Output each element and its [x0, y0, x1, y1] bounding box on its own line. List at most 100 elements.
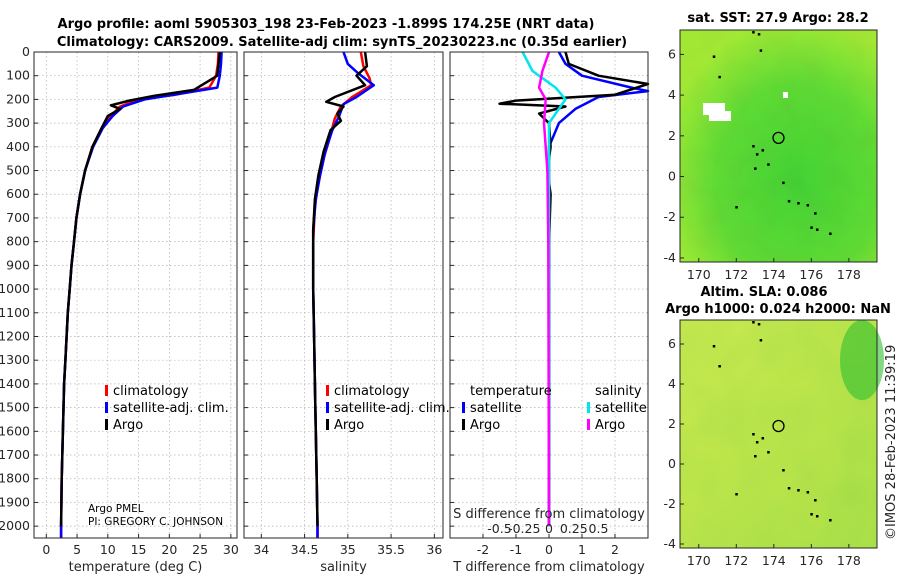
- coastline-dot: [787, 199, 791, 203]
- y-tick-label: 1800: [0, 471, 30, 486]
- header-line1: Argo profile: aoml 5905303_198 23-Feb-20…: [58, 17, 595, 32]
- coastline-dot: [752, 145, 755, 148]
- coastline-dot: [752, 321, 755, 324]
- coastline-dot: [755, 153, 759, 156]
- legend-swatch: [326, 419, 329, 430]
- x-tick-label: 20: [161, 542, 177, 557]
- coastline-dot: [761, 437, 765, 440]
- coastline-dot: [806, 204, 810, 207]
- legend-label: Argo: [470, 418, 500, 433]
- y-tick-label: 600: [6, 186, 30, 201]
- x-tick-label: 174: [762, 267, 786, 282]
- x-tick-label: 174: [762, 553, 786, 568]
- y-tick-label: 800: [6, 234, 30, 249]
- sst-map-title: sat. SST: 27.9 Argo: 28.2: [687, 11, 868, 26]
- y-tick-label: 2: [668, 416, 676, 431]
- x-tick-label: 172: [724, 553, 748, 568]
- y-tick-label: 700: [6, 210, 30, 225]
- x-tick-label-top: 0.25: [560, 521, 588, 536]
- legend-swatch: [105, 402, 108, 413]
- x-axis-label-top: S difference from climatology: [453, 507, 645, 522]
- coastline-dot: [829, 232, 832, 236]
- legend-swatch: [587, 419, 590, 430]
- y-tick-label: 1600: [0, 423, 30, 438]
- series-line: [59, 51, 222, 527]
- temperature-panel: 0 5 10 15 20 25 300100200300400500600700800900…: [0, 44, 239, 575]
- x-tick-label: 172: [724, 267, 748, 282]
- axes-box: [33, 51, 238, 539]
- y-tick-label: 900: [6, 257, 30, 272]
- coastline-dot: [814, 499, 817, 502]
- coastline-dot: [797, 201, 800, 205]
- x-tick-label: -2: [477, 542, 489, 557]
- coastline-dot: [815, 515, 819, 518]
- y-tick-label: 1000: [0, 281, 30, 296]
- legend-label: satellite: [595, 401, 647, 416]
- x-tick-label: 178: [837, 267, 861, 282]
- difference-panel: -2 -1 0 1 2 T difference from climatology temp…: [449, 51, 650, 575]
- x-tick-label-top: 0: [545, 521, 553, 536]
- x-tick-label: 34.5: [291, 542, 319, 557]
- coastline-dot: [759, 339, 763, 342]
- y-tick-label: 100: [6, 68, 30, 83]
- x-tick-label: 0: [42, 542, 50, 557]
- y-tick-label: 1500: [0, 400, 30, 415]
- coastline-dot: [712, 55, 716, 58]
- x-tick-label: 170: [687, 267, 711, 282]
- y-tick-label: 1100: [0, 305, 30, 320]
- argo-location-marker: [772, 131, 785, 145]
- coastline-dot: [718, 365, 721, 368]
- legend-swatch: [105, 419, 108, 430]
- y-tick-label: 6: [668, 336, 676, 351]
- coastline-dot: [767, 451, 770, 454]
- y-tick-label: 6: [668, 46, 676, 61]
- x-tick-label: 176: [799, 267, 823, 282]
- legend-label: Argo: [113, 418, 143, 433]
- legend-label: Argo: [334, 418, 364, 433]
- credit-org: Argo PMEL: [88, 503, 144, 515]
- x-axis-label: temperature (deg C): [69, 560, 203, 575]
- x-tick-label: 35.5: [377, 542, 405, 557]
- legend-swatch: [462, 402, 465, 413]
- x-tick-label: 30: [223, 542, 239, 557]
- sst-map-panel: sat. SST: 27.9 Argo: 28.2 170 172 174 176 17…: [664, 11, 878, 282]
- x-tick-label: 36: [426, 542, 442, 557]
- coastline-dot: [752, 433, 755, 436]
- coastline-dot: [810, 226, 813, 229]
- map-axes-box: [679, 319, 878, 549]
- sst-map-gap: [703, 103, 731, 121]
- series-line: [498, 51, 650, 527]
- x-axis-label: salinity: [320, 560, 367, 575]
- legend-label: Argo: [595, 418, 625, 433]
- series-line: [547, 51, 650, 527]
- y-tick-label: 300: [6, 115, 30, 130]
- legend-label: satellite-adj. clim.: [113, 401, 229, 416]
- x-tick-label-top: 0.5: [589, 521, 609, 536]
- y-tick-label: 2000: [0, 518, 30, 533]
- y-tick-label: -4: [664, 536, 677, 551]
- sla-map-panel: Altim. SLA: 0.086 Argo h1000: 0.024 h200…: [664, 285, 891, 568]
- legend-swatch: [587, 402, 590, 413]
- y-tick-label: 4: [668, 376, 676, 391]
- x-tick-label: 35: [340, 542, 356, 557]
- y-tick-label: -4: [664, 250, 677, 265]
- y-tick-label: 4: [668, 87, 676, 102]
- y-tick-label: 400: [6, 139, 30, 154]
- coastline-dot: [735, 206, 738, 209]
- x-tick-label: -1: [510, 542, 522, 557]
- coastline-dot: [754, 167, 757, 170]
- coastline-dot: [761, 149, 765, 152]
- x-tick-label: 1: [578, 542, 586, 557]
- map-axes-box: [679, 29, 878, 263]
- x-tick-label: 2: [611, 542, 619, 557]
- x-tick-label: 10: [100, 542, 116, 557]
- y-tick-label: 2: [668, 128, 676, 143]
- y-tick-label: 200: [6, 91, 30, 106]
- sst-map-gap-small: [783, 92, 788, 98]
- legend-label: satellite-adj. clim.: [334, 401, 450, 416]
- legend-title-salinity: salinity: [595, 384, 642, 399]
- x-tick-label: 176: [799, 553, 823, 568]
- x-tick-label-top: -0.25: [508, 521, 540, 536]
- coastline-dot: [815, 228, 819, 231]
